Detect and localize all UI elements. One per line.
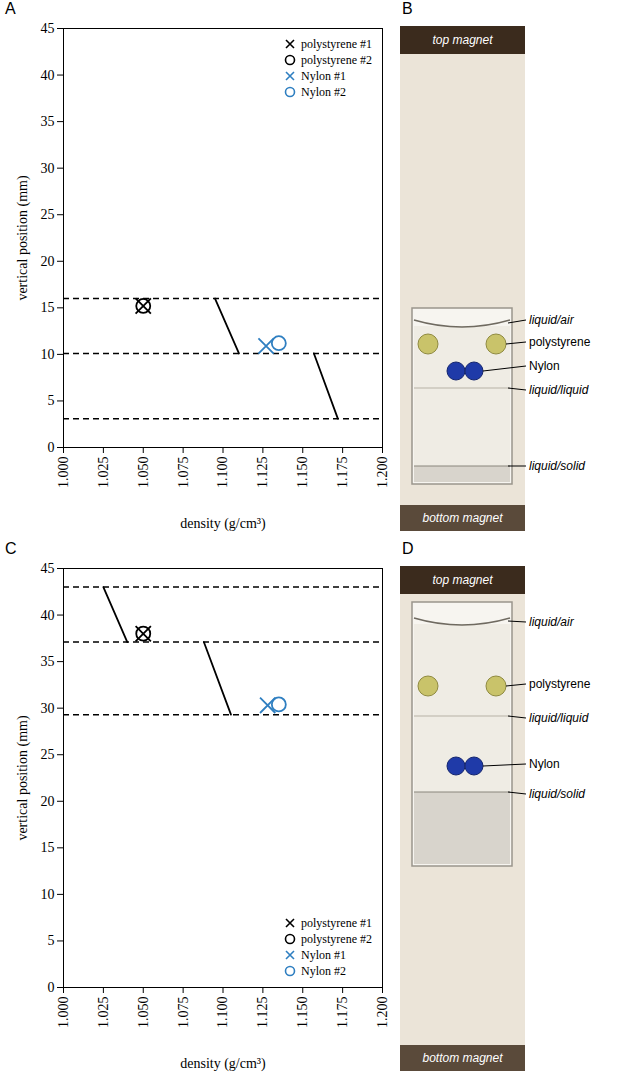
svg-text:1.100: 1.100 xyxy=(215,457,230,489)
svg-text:20: 20 xyxy=(41,254,55,269)
svg-text:density (g/cm³): density (g/cm³) xyxy=(180,1056,266,1072)
svg-text:10: 10 xyxy=(41,887,55,902)
svg-text:polystyrene: polystyrene xyxy=(529,335,591,349)
svg-text:45: 45 xyxy=(41,561,55,576)
html-text:polystyrene #1: polystyrene #1 xyxy=(301,915,372,930)
html-text:D: D xyxy=(402,540,414,557)
svg-text:top magnet: top magnet xyxy=(432,573,493,587)
html-text:polystyrene #1: polystyrene #1 xyxy=(301,36,372,51)
svg-text:40: 40 xyxy=(41,68,55,83)
svg-text:liquid/air: liquid/air xyxy=(529,615,575,629)
svg-text:liquid/solid: liquid/solid xyxy=(529,787,585,801)
html-text:Nylon #2: Nylon #2 xyxy=(301,963,346,978)
svg-text:1.200: 1.200 xyxy=(375,997,390,1029)
svg-text:liquid/liquid: liquid/liquid xyxy=(529,711,589,725)
svg-text:1.050: 1.050 xyxy=(136,457,151,489)
svg-text:0: 0 xyxy=(48,440,55,455)
svg-text:1.175: 1.175 xyxy=(335,997,350,1029)
svg-text:30: 30 xyxy=(41,161,55,176)
svg-text:vertical position (mm): vertical position (mm) xyxy=(15,175,31,301)
svg-text:1.000: 1.000 xyxy=(56,457,71,489)
svg-text:Nylon: Nylon xyxy=(529,757,560,771)
svg-text:bottom magnet: bottom magnet xyxy=(422,511,503,525)
svg-text:1.150: 1.150 xyxy=(295,457,310,489)
svg-text:1.200: 1.200 xyxy=(375,457,390,489)
svg-text:15: 15 xyxy=(41,840,55,855)
svg-text:35: 35 xyxy=(41,654,55,669)
svg-text:20: 20 xyxy=(41,794,55,809)
svg-text:1.100: 1.100 xyxy=(215,997,230,1029)
html-text:polystyrene #2: polystyrene #2 xyxy=(301,931,372,946)
svg-text:1.050: 1.050 xyxy=(136,997,151,1029)
svg-text:top magnet: top magnet xyxy=(432,33,493,47)
html-text:Nylon #1: Nylon #1 xyxy=(301,68,346,83)
svg-text:1.150: 1.150 xyxy=(295,997,310,1029)
svg-text:liquid/liquid: liquid/liquid xyxy=(529,383,589,397)
svg-text:1.125: 1.125 xyxy=(255,457,270,489)
svg-text:1.025: 1.025 xyxy=(96,457,111,489)
svg-text:45: 45 xyxy=(41,21,55,36)
svg-text:25: 25 xyxy=(41,747,55,762)
html-text:B: B xyxy=(402,0,413,17)
svg-text:1.175: 1.175 xyxy=(335,457,350,489)
svg-text:polystyrene: polystyrene xyxy=(529,677,591,691)
svg-text:25: 25 xyxy=(41,207,55,222)
svg-text:liquid/air: liquid/air xyxy=(529,313,575,327)
svg-text:vertical position (mm): vertical position (mm) xyxy=(15,715,31,841)
svg-text:5: 5 xyxy=(48,393,55,408)
svg-text:10: 10 xyxy=(41,347,55,362)
svg-text:35: 35 xyxy=(41,114,55,129)
html-text:Nylon #1: Nylon #1 xyxy=(301,947,346,962)
html-text:polystyrene #2: polystyrene #2 xyxy=(301,52,372,67)
svg-text:40: 40 xyxy=(41,608,55,623)
svg-text:30: 30 xyxy=(41,701,55,716)
svg-text:5: 5 xyxy=(48,933,55,948)
svg-text:1.000: 1.000 xyxy=(56,997,71,1029)
svg-text:0: 0 xyxy=(48,980,55,995)
svg-text:1.025: 1.025 xyxy=(96,997,111,1029)
html-text:A: A xyxy=(5,0,16,17)
svg-text:Nylon: Nylon xyxy=(529,359,560,373)
svg-text:1.075: 1.075 xyxy=(176,457,191,489)
svg-text:15: 15 xyxy=(41,300,55,315)
svg-text:1.125: 1.125 xyxy=(255,997,270,1029)
svg-text:1.075: 1.075 xyxy=(176,997,191,1029)
svg-text:bottom magnet: bottom magnet xyxy=(422,1051,503,1065)
html-text:C: C xyxy=(5,540,17,557)
svg-text:density (g/cm³): density (g/cm³) xyxy=(180,516,266,532)
html-text:Nylon #2: Nylon #2 xyxy=(301,84,346,99)
svg-text:liquid/solid: liquid/solid xyxy=(529,459,585,473)
